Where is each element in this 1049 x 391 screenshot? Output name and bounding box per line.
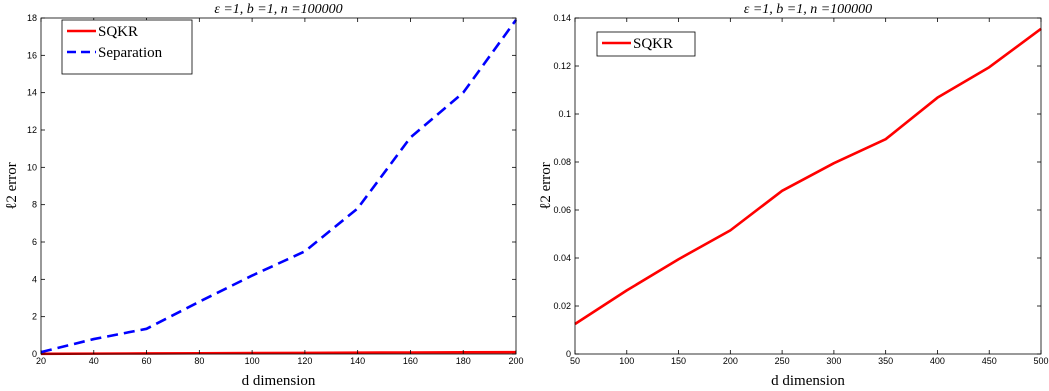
y-axis-label: ℓ2 error bbox=[538, 162, 554, 210]
x-tick-label: 250 bbox=[775, 356, 790, 366]
y-tick-label: 16 bbox=[27, 50, 37, 60]
y-axis-label: ℓ2 error bbox=[4, 162, 20, 210]
x-tick-label: 450 bbox=[982, 356, 997, 366]
legend-box bbox=[61, 19, 193, 75]
x-tick-label: 80 bbox=[194, 356, 204, 366]
x-tick-label: 60 bbox=[142, 356, 152, 366]
y-tick-label: 0.1 bbox=[558, 109, 571, 119]
y-tick-label: 0 bbox=[566, 349, 571, 359]
x-tick-label: 150 bbox=[671, 356, 686, 366]
x-tick-label: 140 bbox=[350, 356, 365, 366]
y-tick-label: 0.12 bbox=[553, 61, 571, 71]
y-tick-label: 10 bbox=[27, 162, 37, 172]
y-tick-label: 0.14 bbox=[553, 13, 571, 23]
y-tick-label: 12 bbox=[27, 125, 37, 135]
x-tick-label: 120 bbox=[297, 356, 312, 366]
y-tick-label: 0.02 bbox=[553, 301, 571, 311]
x-tick-label: 350 bbox=[878, 356, 893, 366]
x-tick-label: 200 bbox=[723, 356, 738, 366]
y-tick-label: 0.06 bbox=[553, 205, 571, 215]
legend-label-separation: Separation bbox=[98, 45, 163, 61]
x-tick-label: 50 bbox=[570, 356, 580, 366]
plot-frame bbox=[40, 17, 517, 355]
y-tick-label: 14 bbox=[27, 88, 37, 98]
series-line-separation bbox=[40, 19, 518, 354]
y-tick-label: 0.08 bbox=[553, 157, 571, 167]
x-axis-label: d dimension bbox=[242, 373, 316, 389]
y-tick-label: 0 bbox=[32, 349, 37, 359]
series-line-sqkr bbox=[40, 350, 517, 356]
x-tick-label: 20 bbox=[36, 356, 46, 366]
x-tick-label: 500 bbox=[1033, 356, 1048, 366]
chart-2: ε =1, b =1, n =100000 50 100 150 200 250 300 35… bbox=[538, 2, 1049, 389]
y-tick-label: 4 bbox=[32, 274, 37, 284]
x-tick-label: 200 bbox=[508, 356, 523, 366]
legend-label-sqkr: SQKR bbox=[633, 36, 673, 52]
y-tick-label: 2 bbox=[32, 312, 37, 322]
y-tick-label: 18 bbox=[27, 13, 37, 23]
legend-label-sqkr: SQKR bbox=[98, 24, 138, 40]
chart-title: ε =1, b =1, n =100000 bbox=[214, 2, 342, 17]
y-tick-label: 0.04 bbox=[553, 253, 571, 263]
y-tick-label: 6 bbox=[32, 237, 37, 247]
x-tick-label: 400 bbox=[930, 356, 945, 366]
series-line-sqkr bbox=[574, 27, 1042, 326]
x-tick-label: 160 bbox=[403, 356, 418, 366]
plot-frame bbox=[574, 17, 1042, 355]
x-tick-label: 300 bbox=[826, 356, 841, 366]
x-tick-label: 100 bbox=[245, 356, 260, 366]
x-tick-label: 40 bbox=[89, 356, 99, 366]
x-tick-label: 100 bbox=[619, 356, 634, 366]
x-tick-label: 180 bbox=[456, 356, 471, 366]
chart-title: ε =1, b =1, n =100000 bbox=[744, 2, 872, 17]
x-axis-label: d dimension bbox=[771, 373, 845, 389]
y-tick-label: 8 bbox=[32, 200, 37, 210]
